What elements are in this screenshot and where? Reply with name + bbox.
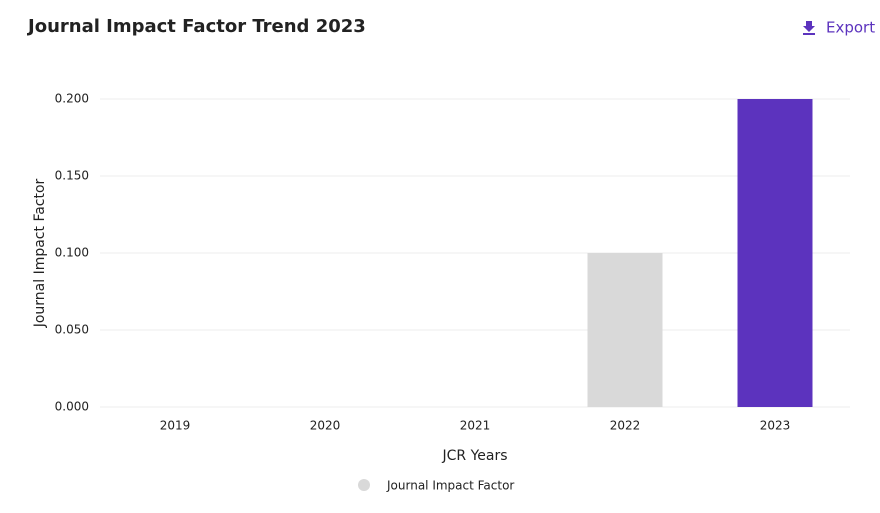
bar	[737, 99, 813, 407]
x-tick-label: 2023	[760, 419, 791, 433]
y-tick-label: 0.050	[55, 323, 89, 337]
bar	[587, 253, 663, 407]
legend-label: Journal Impact Factor	[386, 479, 514, 493]
y-tick-label: 0.100	[55, 246, 89, 260]
chart-title: Journal Impact Factor Trend 2023	[26, 16, 366, 37]
download-icon	[803, 21, 815, 35]
x-tick-label: 2020	[310, 419, 341, 433]
y-tick-label: 0.150	[55, 169, 89, 183]
x-axis-label: JCR Years	[441, 448, 507, 464]
y-tick-label: 0.000	[55, 400, 89, 414]
legend-marker	[358, 479, 370, 491]
y-tick-label: 0.200	[55, 92, 89, 106]
x-tick-label: 2019	[160, 419, 191, 433]
x-tick-label: 2022	[610, 419, 641, 433]
export-button[interactable]: Export	[803, 19, 875, 37]
y-axis-label: Journal Impact Factor	[32, 178, 48, 328]
export-label: Export	[826, 19, 875, 37]
x-tick-label: 2021	[460, 419, 491, 433]
